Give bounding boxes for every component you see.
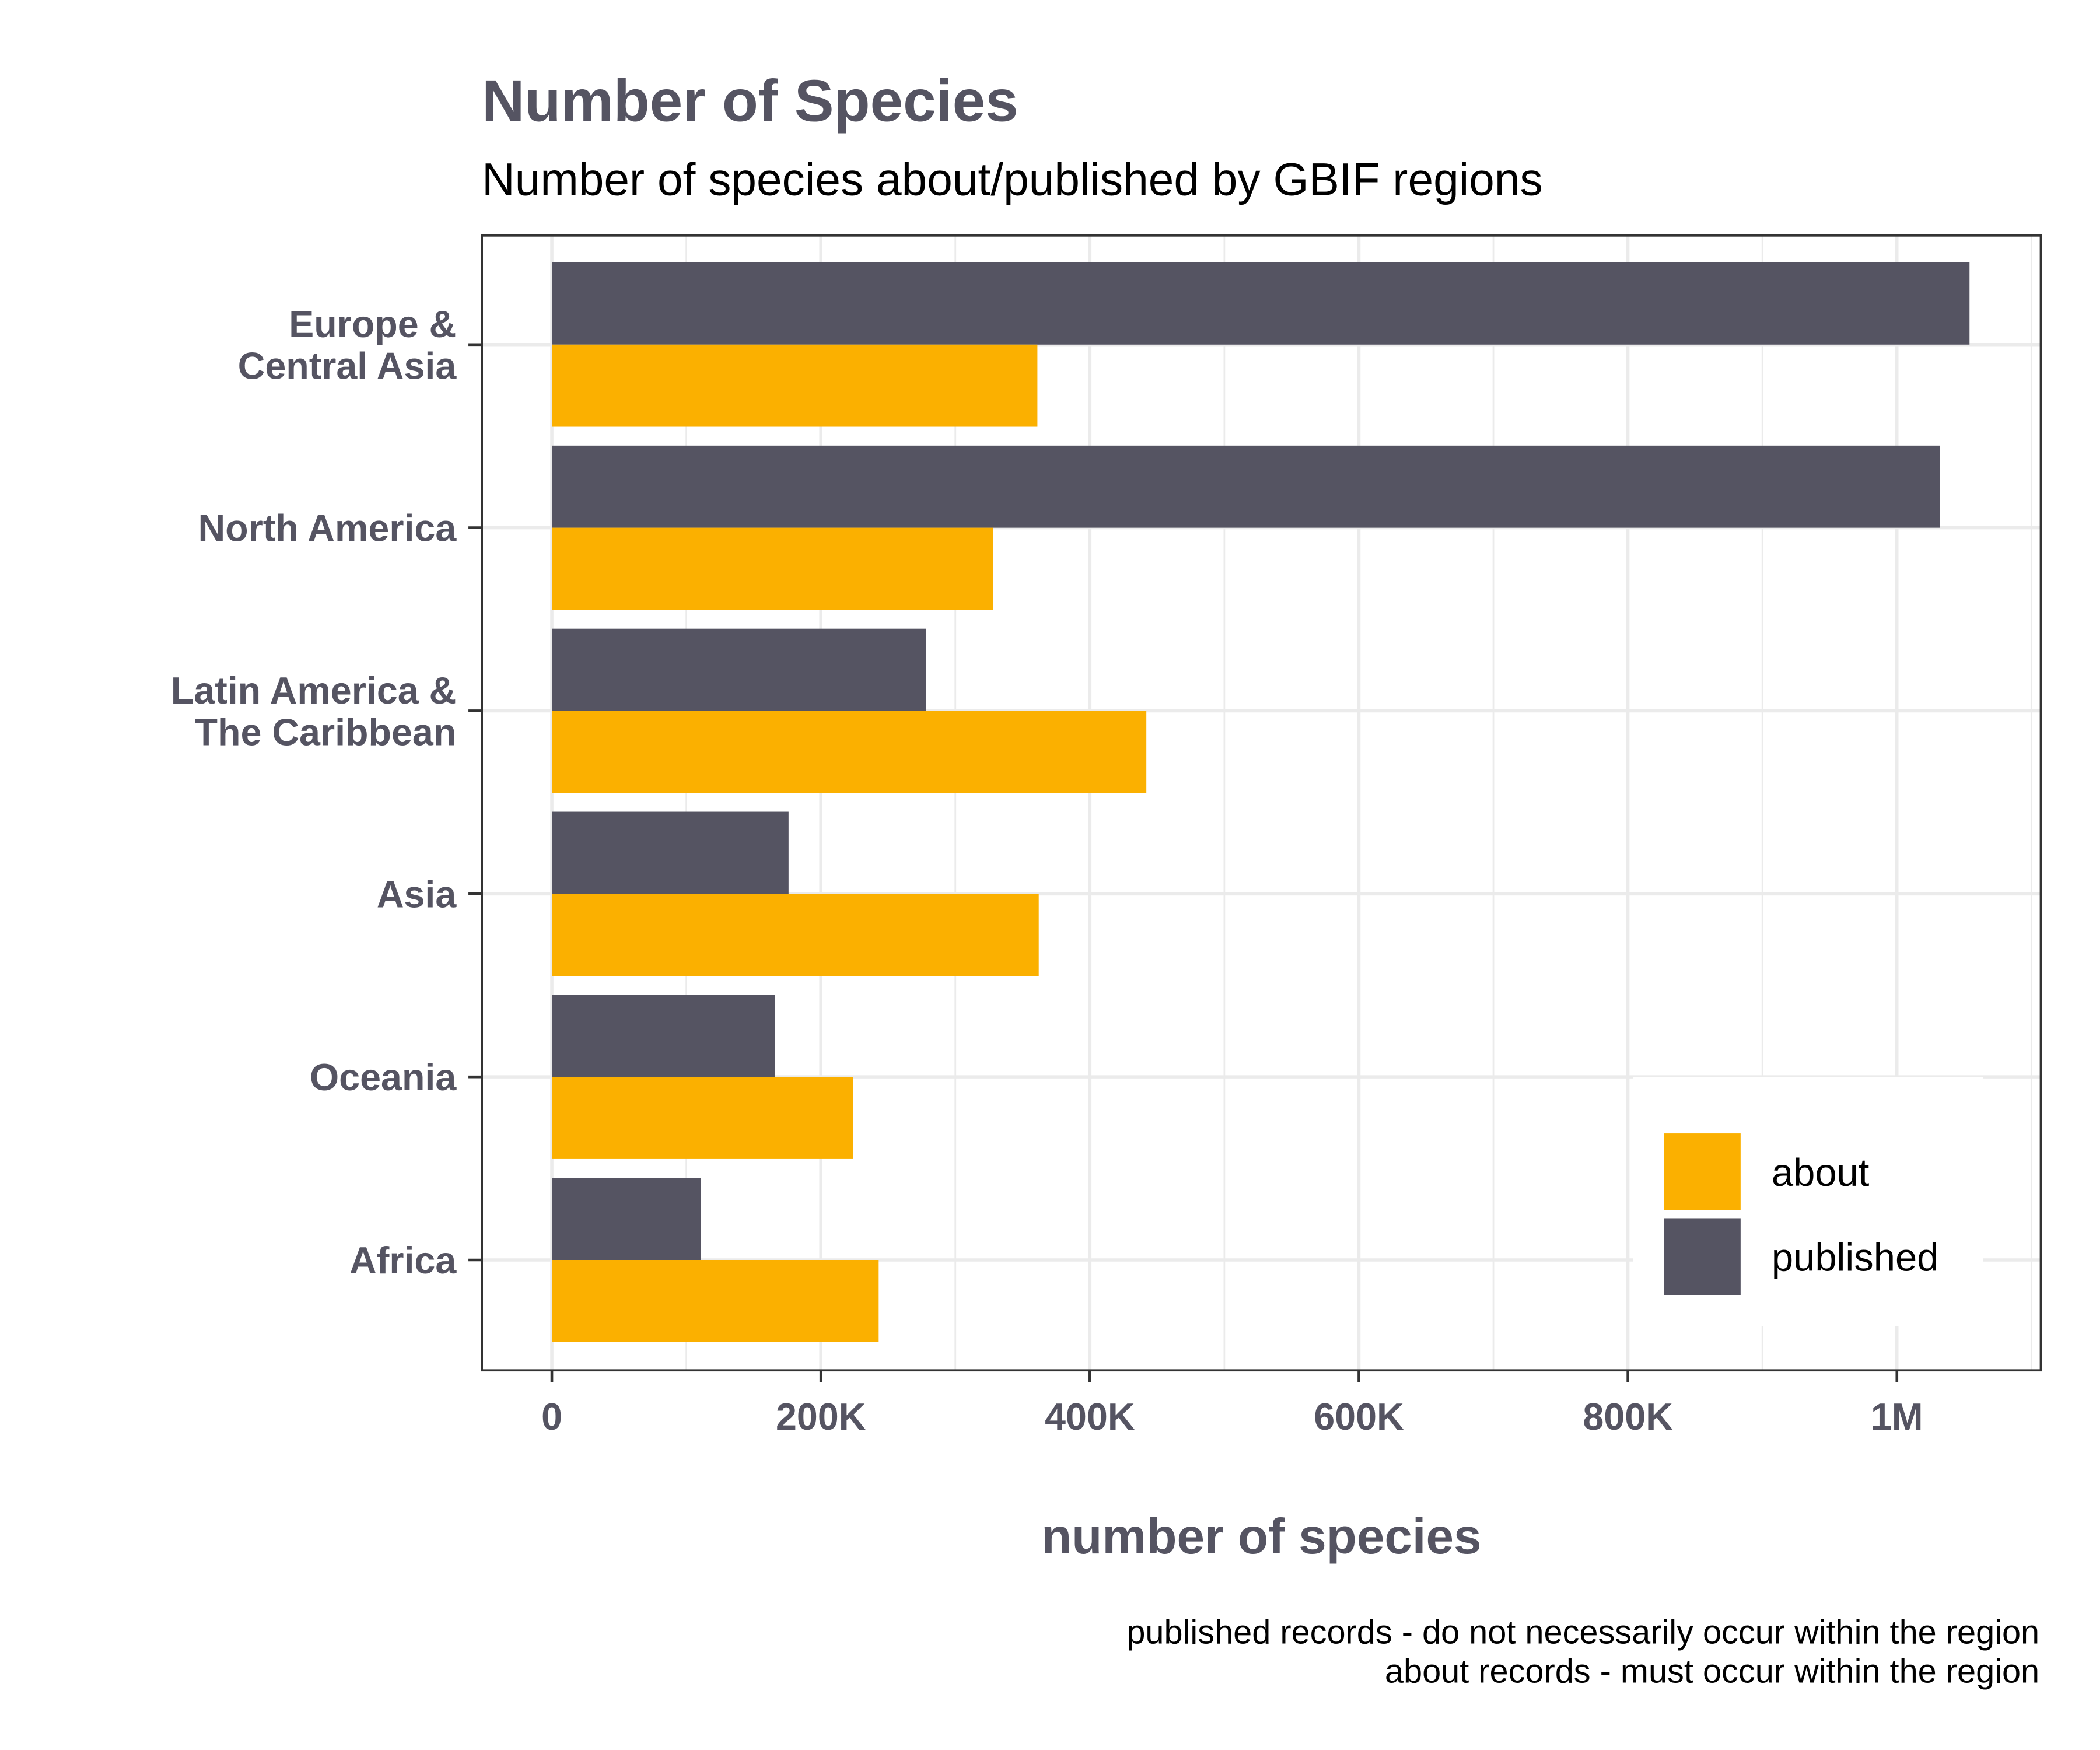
caption-line-2: about records - must occur within the re… <box>1385 1653 2039 1690</box>
y-tick-label: Africa <box>349 1240 457 1282</box>
legend-label-about: about <box>1772 1151 1870 1195</box>
bar-published <box>552 995 775 1077</box>
legend-key-published <box>1664 1218 1741 1295</box>
y-tick-label: Oceania <box>310 1056 457 1098</box>
legend-label-published: published <box>1772 1236 1938 1279</box>
x-tick-label: 0 <box>541 1396 562 1438</box>
y-tick-label: North America <box>198 508 457 550</box>
x-tick-label: 1M <box>1871 1396 1923 1438</box>
bar-about <box>552 894 1039 977</box>
y-tick-label: The Caribbean <box>195 711 457 753</box>
legend: about published <box>1633 1077 1983 1326</box>
legend-key-about <box>1664 1133 1741 1210</box>
panel-border <box>481 235 2042 1372</box>
bar-published <box>552 262 1970 345</box>
bar-published <box>552 811 789 894</box>
x-tick-label: 200K <box>776 1396 866 1438</box>
bar-published <box>552 1178 701 1260</box>
y-tick-label: Asia <box>377 873 457 915</box>
x-tick-label: 600K <box>1314 1396 1404 1438</box>
x-tick-label: 400K <box>1045 1396 1135 1438</box>
bar-published <box>552 628 926 711</box>
x-axis-title: number of species <box>1041 1509 1481 1564</box>
y-tick-label: Europe & <box>289 303 456 345</box>
x-tick-label: 800K <box>1583 1396 1673 1438</box>
y-tick-label: Central Asia <box>238 345 457 387</box>
caption-line-1: published records - do not necessarily o… <box>1126 1614 2039 1651</box>
bar-published <box>552 445 1940 528</box>
plot-panel: Europe &Central Asia North America Latin A… <box>171 235 2042 1438</box>
chart-title: Number of Species <box>482 68 1019 134</box>
bar-about <box>552 1077 853 1159</box>
bar-about <box>552 1260 879 1342</box>
bar-about <box>552 344 1038 427</box>
bar-about <box>552 527 993 610</box>
chart-subtitle: Number of species about/published by GBI… <box>482 154 1542 205</box>
y-tick-label: Latin America & <box>171 670 457 712</box>
bar-about <box>552 710 1147 793</box>
